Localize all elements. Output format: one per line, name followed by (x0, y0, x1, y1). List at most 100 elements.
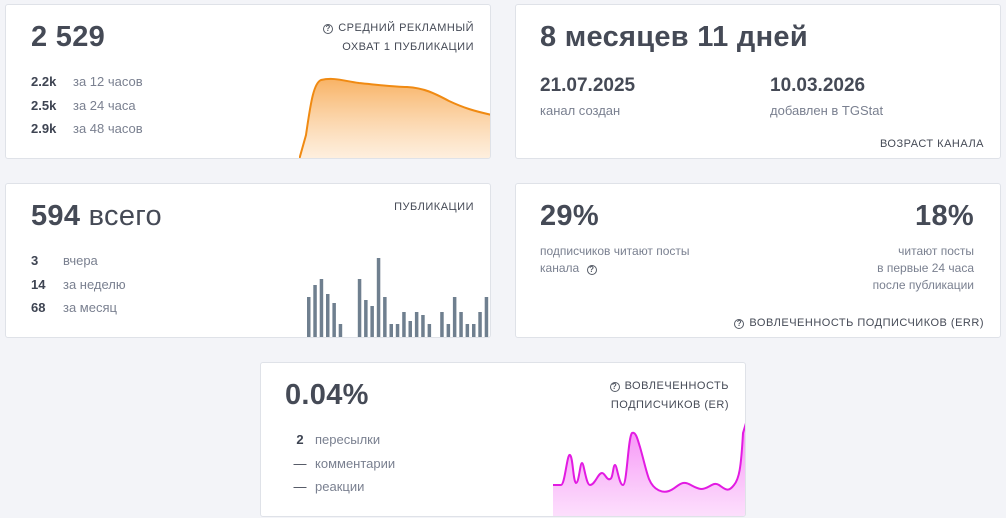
er-row-value: — (293, 456, 307, 471)
help-icon[interactable]: ? (586, 265, 597, 275)
posts-bar (434, 338, 438, 339)
created-label: канал создан (540, 103, 621, 118)
posts-bar (364, 300, 368, 337)
reach-row-label: за 12 часов (73, 74, 143, 89)
er-row-comments: — комментарии (285, 456, 396, 471)
er-row-label: комментарии (315, 456, 396, 471)
posts-bar (389, 324, 393, 337)
posts-total-suffix: всего (88, 200, 162, 232)
posts-bar (319, 279, 324, 337)
err-caption-text: ВОВЛЕЧЕННОСТЬ ПОДПИСЧИКОВ (ERR) (749, 317, 984, 329)
err-left-label-line2: канала (540, 261, 580, 275)
posts-row-value: 68 (31, 300, 46, 315)
posts-bar (332, 303, 336, 337)
err-right-label-line1: читают посты (898, 244, 974, 258)
er-row-value: — (293, 479, 307, 494)
posts-bar (478, 312, 482, 337)
reach-row-24h: 2.5k за 24 часа (31, 98, 136, 113)
reach-row-48h: 2.9k за 48 часов (31, 121, 143, 136)
reach-row-label: за 48 часов (73, 121, 143, 136)
posts-bar (472, 324, 476, 337)
reach-row-label: за 24 часа (73, 98, 136, 113)
posts-card: 594 всего ПУБЛИКАЦИИ 3 вчера 14 за неделю … (5, 183, 491, 338)
reach-row-12h: 2.2k за 12 часов (31, 74, 143, 89)
reach-line (299, 77, 490, 158)
er-line (553, 423, 745, 493)
posts-bar (440, 312, 444, 337)
help-icon[interactable]: ? (323, 24, 334, 34)
er-value: 0.04% (285, 379, 369, 411)
er-row-reactions: — реакции (285, 479, 365, 494)
err-left-label: подписчиков читают посты канала ? (540, 243, 690, 277)
reach-row-value: 2.9k (31, 121, 57, 136)
posts-bar (357, 279, 362, 337)
posts-bar (351, 338, 355, 339)
err-right-label-line2: в первые 24 часа (877, 261, 974, 275)
reach-caption-line1: СРЕДНИЙ РЕКЛАМНЫЙ (338, 22, 474, 34)
posts-bar (427, 324, 432, 337)
posts-bar (459, 312, 463, 337)
posts-row-week: 14 за неделю (31, 277, 126, 292)
er-row-label: реакции (315, 479, 365, 494)
posts-bar (421, 315, 425, 337)
posts-bar (307, 297, 311, 337)
help-icon[interactable]: ? (609, 382, 620, 392)
reach-value: 2 529 (31, 21, 106, 53)
er-row-value: 2 (296, 432, 304, 447)
reach-caption-line2: ОХВАТ 1 ПУБЛИКАЦИИ (342, 41, 474, 53)
reach-caption[interactable]: ? СРЕДНИЙ РЕКЛАМНЫЙ ОХВАТ 1 ПУБЛИКАЦИИ (323, 19, 474, 57)
err-right-value: 18% (915, 200, 974, 232)
posts-bar (446, 324, 451, 337)
posts-bar (452, 297, 457, 337)
posts-bar (338, 324, 343, 337)
created-date: 21.07.2025 (540, 75, 636, 96)
posts-row-value: 14 (31, 277, 46, 292)
posts-caption: ПУБЛИКАЦИИ (394, 201, 474, 213)
reach-row-value: 2.2k (31, 74, 57, 89)
posts-bar (414, 312, 419, 337)
posts-row-yesterday: 3 вчера (31, 253, 98, 268)
er-caption-line1: ВОВЛЕЧЕННОСТЬ (624, 380, 729, 392)
posts-row-value: 3 (31, 253, 39, 268)
age-caption: ВОЗРАСТ КАНАЛА (879, 138, 984, 150)
posts-bar (370, 306, 374, 337)
posts-bar (345, 338, 349, 339)
age-card: 8 месяцев 11 дней 21.07.2025 канал созда… (515, 4, 1001, 159)
err-right-label-line3: после публикации (872, 278, 974, 292)
err-right-label: читают посты в первые 24 часа после публ… (873, 243, 974, 294)
added-date: 10.03.2026 (770, 75, 866, 96)
posts-bar (313, 285, 317, 337)
added-label: добавлен в TGStat (770, 103, 884, 118)
err-caption[interactable]: ? ВОВЛЕЧЕННОСТЬ ПОДПИСЧИКОВ (ERR) (734, 314, 984, 333)
err-left-label-line1: подписчиков читают посты (540, 244, 690, 258)
er-row-forwards: 2 пересылки (285, 432, 380, 447)
posts-bar (376, 258, 381, 337)
posts-total: 594 (31, 200, 81, 232)
posts-row-month: 68 за месяц (31, 300, 117, 315)
reach-sparkline (299, 77, 490, 158)
err-left-value: 29% (540, 200, 599, 232)
er-caption[interactable]: ? ВОВЛЕЧЕННОСТЬ ПОДПИСЧИКОВ (ER) (609, 377, 729, 415)
age-title: 8 месяцев 11 дней (540, 21, 808, 53)
posts-bar-chart (307, 258, 489, 339)
help-icon[interactable]: ? (734, 319, 745, 329)
err-card: 29% подписчиков читают посты канала ? 18… (515, 183, 1001, 338)
posts-row-label: за месяц (63, 300, 117, 315)
er-sparkline (553, 423, 745, 516)
reach-area (299, 78, 490, 158)
posts-row-label: за неделю (63, 277, 126, 292)
posts-value: 594 всего (31, 200, 162, 233)
posts-row-label: вчера (63, 253, 98, 268)
reach-row-value: 2.5k (31, 98, 57, 113)
posts-bar (408, 321, 412, 337)
posts-bar (395, 324, 400, 337)
posts-bar (326, 294, 330, 337)
er-area (553, 426, 745, 516)
posts-bar (484, 297, 489, 337)
posts-bar (465, 324, 470, 337)
posts-bar (402, 312, 406, 337)
posts-bar (383, 297, 387, 337)
er-caption-line2: ПОДПИСЧИКОВ (ER) (610, 399, 729, 411)
reach-card: 2 529 ? СРЕДНИЙ РЕКЛАМНЫЙ ОХВАТ 1 ПУБЛИКА… (5, 4, 491, 159)
